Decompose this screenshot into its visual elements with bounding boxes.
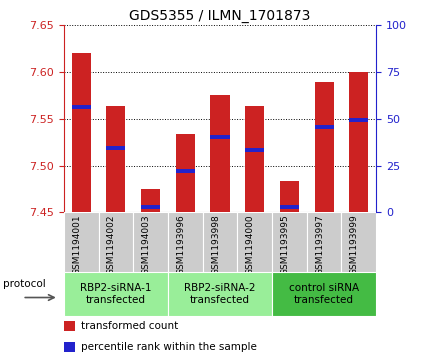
Bar <box>72 105 91 109</box>
Text: RBP2-siRNA-2
transfected: RBP2-siRNA-2 transfected <box>184 283 256 305</box>
Bar <box>176 170 195 173</box>
Text: percentile rank within the sample: percentile rank within the sample <box>81 342 257 352</box>
Bar <box>349 118 368 122</box>
Bar <box>245 148 264 152</box>
Bar <box>106 106 125 212</box>
Bar <box>210 95 230 212</box>
Text: GSM1193996: GSM1193996 <box>176 214 185 275</box>
Bar <box>99 212 133 272</box>
Bar <box>280 205 299 209</box>
Bar <box>210 135 230 139</box>
Bar <box>72 53 91 212</box>
Bar <box>203 212 237 272</box>
Text: GSM1193999: GSM1193999 <box>350 214 359 275</box>
Bar <box>176 134 195 212</box>
Text: GSM1194000: GSM1194000 <box>246 214 255 275</box>
Bar <box>245 106 264 212</box>
Text: RBP2-siRNA-1
transfected: RBP2-siRNA-1 transfected <box>80 283 152 305</box>
Bar <box>64 342 75 352</box>
Bar <box>64 272 168 316</box>
Bar <box>307 212 341 272</box>
Bar <box>168 212 203 272</box>
Bar <box>272 272 376 316</box>
Text: control siRNA
transfected: control siRNA transfected <box>289 283 359 305</box>
Text: GSM1193995: GSM1193995 <box>280 214 290 275</box>
Bar <box>133 212 168 272</box>
Bar <box>272 212 307 272</box>
Text: GSM1194002: GSM1194002 <box>107 214 116 275</box>
Title: GDS5355 / ILMN_1701873: GDS5355 / ILMN_1701873 <box>129 9 311 23</box>
Text: protocol: protocol <box>3 280 46 289</box>
Bar <box>141 205 160 209</box>
Bar <box>168 272 272 316</box>
Text: GSM1194003: GSM1194003 <box>142 214 150 275</box>
Bar <box>349 72 368 212</box>
Bar <box>64 321 75 331</box>
Text: GSM1193998: GSM1193998 <box>211 214 220 275</box>
Bar <box>64 212 99 272</box>
Bar <box>280 180 299 212</box>
Text: transformed count: transformed count <box>81 321 178 331</box>
Bar <box>106 146 125 150</box>
Text: GSM1194001: GSM1194001 <box>72 214 81 275</box>
Bar <box>315 126 334 129</box>
Text: GSM1193997: GSM1193997 <box>315 214 324 275</box>
Bar <box>315 82 334 212</box>
Bar <box>341 212 376 272</box>
Bar <box>237 212 272 272</box>
Bar <box>141 189 160 212</box>
